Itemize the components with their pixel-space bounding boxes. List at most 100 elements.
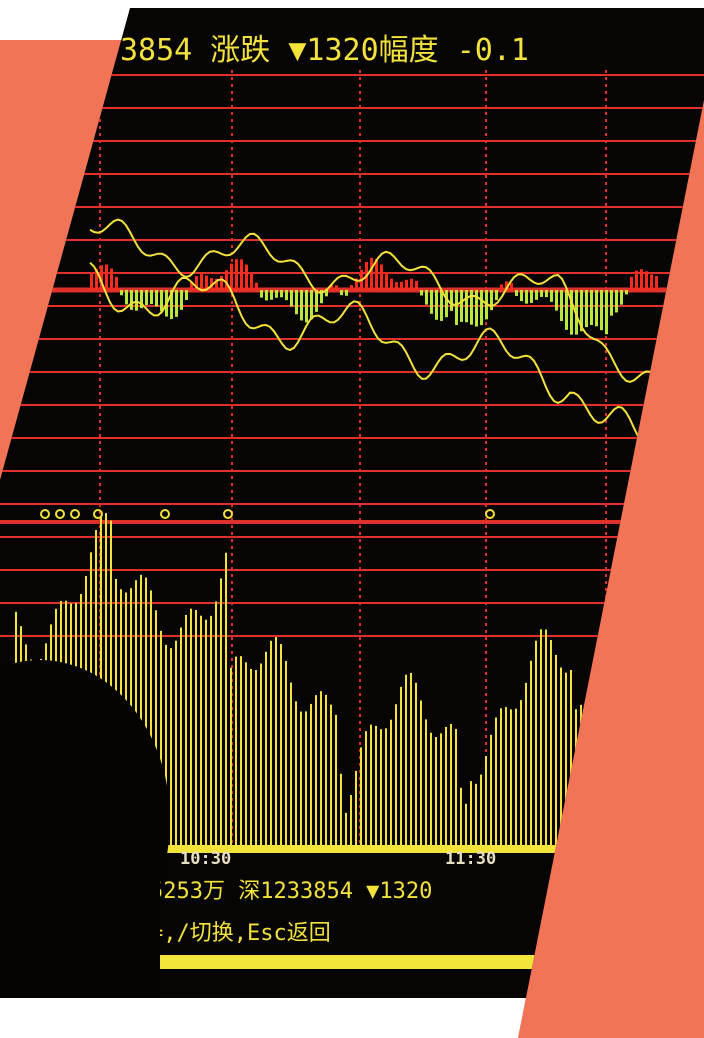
status-text: 5253万 深1233854 ▼1320 xyxy=(150,879,432,904)
flow-bar xyxy=(385,272,388,290)
flow-bar xyxy=(340,290,343,296)
flow-bar xyxy=(375,258,378,290)
flow-bar xyxy=(170,290,173,320)
volume-bar xyxy=(310,703,312,845)
flow-bar xyxy=(285,290,288,301)
flow-bar xyxy=(355,278,358,290)
flow-bar xyxy=(305,290,308,323)
flow-bar xyxy=(535,290,538,300)
flow-bar xyxy=(555,290,558,311)
volume-bar xyxy=(470,781,472,845)
marker xyxy=(223,509,233,519)
flow-bar xyxy=(370,257,373,290)
volume-bar xyxy=(545,629,547,845)
flow-bar xyxy=(390,278,393,290)
flow-bar xyxy=(95,269,98,290)
flow-bar xyxy=(335,285,338,290)
flow-bar xyxy=(645,271,648,290)
flow-bar xyxy=(600,290,603,331)
flow-bar xyxy=(395,282,398,290)
volume-bar xyxy=(265,651,267,845)
flow-bar xyxy=(135,290,138,311)
volume-bar xyxy=(550,640,552,845)
flow-bar xyxy=(185,290,188,301)
help-text: =,/切换,Esc返回 xyxy=(150,921,331,946)
flow-bar xyxy=(120,290,123,296)
marker xyxy=(55,509,65,519)
volume-bar xyxy=(430,732,432,845)
volume-bar xyxy=(200,615,202,845)
flow-bar xyxy=(415,281,418,290)
volume-bar xyxy=(225,552,227,845)
marker xyxy=(485,509,495,519)
flow-bar xyxy=(155,290,158,307)
screen-base xyxy=(0,845,704,853)
volume-bar xyxy=(565,672,567,845)
flow-bar xyxy=(290,290,293,307)
flow-bar xyxy=(640,269,643,290)
flow-bar xyxy=(590,290,593,326)
marker xyxy=(40,509,50,519)
volume-bar xyxy=(465,803,467,845)
flow-bar xyxy=(585,290,588,328)
flow-bar xyxy=(300,290,303,321)
flow-bar xyxy=(625,290,628,295)
volume-bar xyxy=(520,700,522,845)
volume-bar xyxy=(425,719,427,845)
flow-bar xyxy=(455,290,458,325)
flow-bar xyxy=(90,273,93,290)
flow-bar xyxy=(220,275,223,290)
volume-bar xyxy=(480,774,482,845)
volume-bar xyxy=(325,694,327,845)
flow-bar xyxy=(350,285,353,290)
bottom-bar xyxy=(150,955,550,969)
flow-bar xyxy=(620,290,623,305)
volume-bar xyxy=(475,783,477,845)
flow-bar xyxy=(530,290,533,303)
volume-bar xyxy=(175,640,177,845)
volume-bar xyxy=(340,773,342,845)
flow-bar xyxy=(200,274,203,290)
volume-bar xyxy=(450,724,452,845)
flow-bar xyxy=(570,290,573,335)
flow-bar xyxy=(280,290,283,298)
marker xyxy=(93,509,103,519)
volume-bar xyxy=(110,520,112,845)
flow-bar xyxy=(130,290,133,310)
volume-bar xyxy=(435,737,437,845)
volume-bar xyxy=(530,660,532,845)
flow-bar xyxy=(325,290,328,297)
flow-bar xyxy=(150,290,153,304)
flow-bar xyxy=(180,290,183,310)
flow-bar xyxy=(190,282,193,290)
volume-bar xyxy=(220,578,222,845)
flow-bar xyxy=(110,268,113,290)
volume-bar xyxy=(210,615,212,845)
flow-bar xyxy=(595,290,598,327)
flow-bar xyxy=(210,278,213,290)
flow-bar xyxy=(605,290,608,335)
volume-bar xyxy=(370,724,372,845)
flow-bar xyxy=(615,290,618,313)
flow-bar xyxy=(440,290,443,321)
volume-bar xyxy=(570,669,572,845)
volume-bar xyxy=(280,644,282,845)
flow-bar xyxy=(550,290,553,302)
volume-bar xyxy=(420,700,422,845)
volume-bar xyxy=(155,610,157,845)
flow-bar xyxy=(260,290,263,298)
volume-bar xyxy=(140,574,142,845)
volume-bar xyxy=(180,627,182,845)
volume-bar xyxy=(460,787,462,845)
flow-bar xyxy=(575,290,578,335)
flow-bar xyxy=(460,290,463,322)
volume-bar xyxy=(510,709,512,845)
marker xyxy=(160,509,170,519)
volume-bar xyxy=(150,590,152,845)
flow-bar xyxy=(320,290,323,304)
flow-bar xyxy=(565,290,568,330)
volume-bar xyxy=(240,656,242,845)
volume-bar xyxy=(190,608,192,845)
flow-bar xyxy=(510,283,513,290)
flow-bar xyxy=(520,290,523,302)
